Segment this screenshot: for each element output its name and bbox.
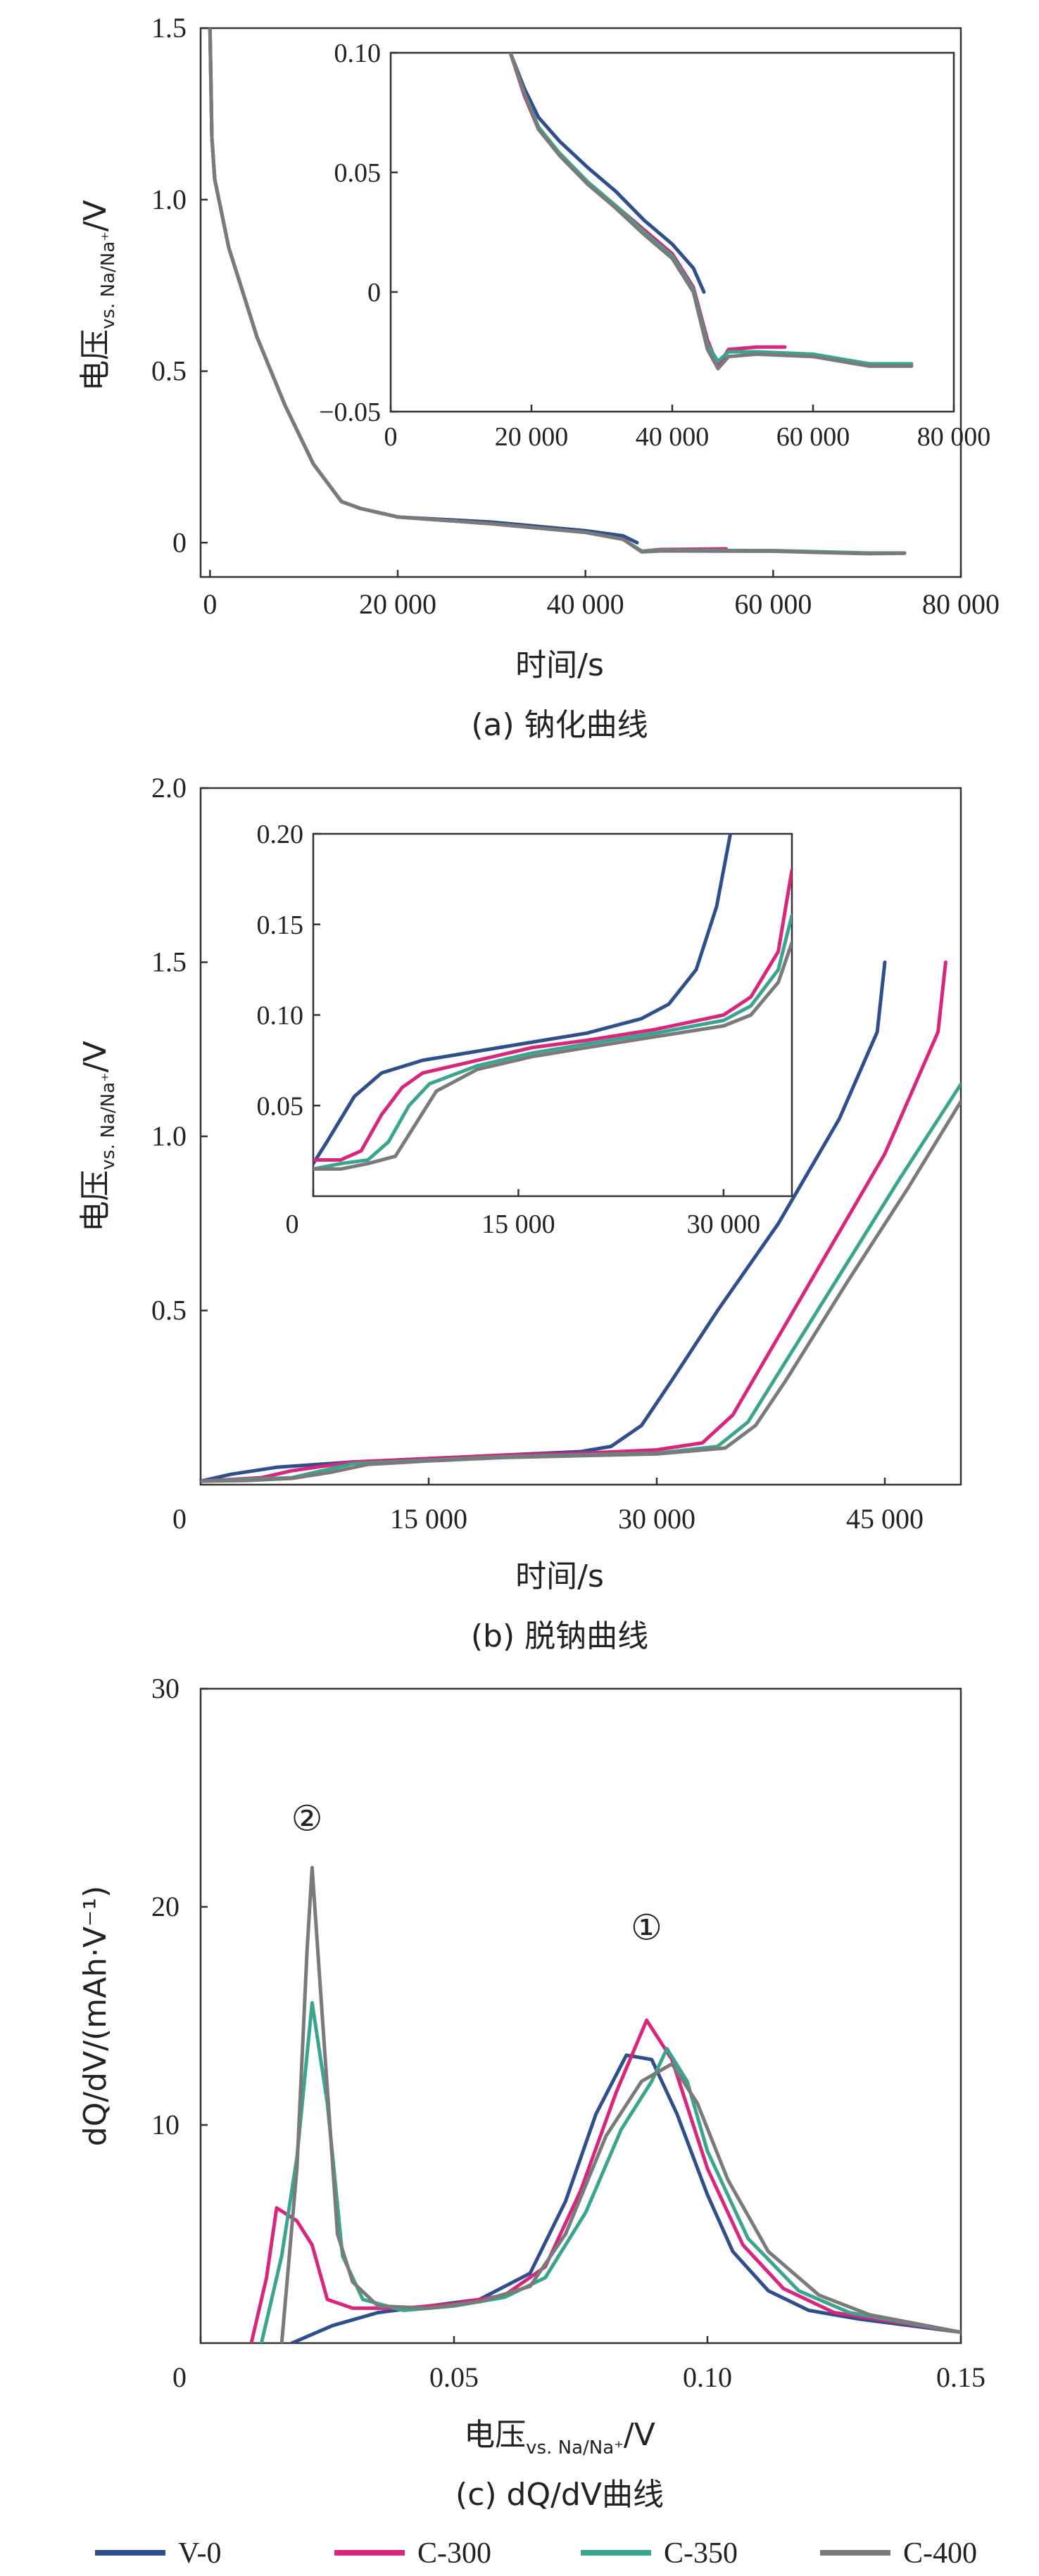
b-inset-y-tick-label: 0.10	[257, 1001, 304, 1031]
c-x-tick-label: 0	[172, 2361, 187, 2393]
legend-label: C-400	[903, 2537, 977, 2570]
b-y-axis-label: 电压vs. Na/Na⁺/V	[77, 1041, 119, 1232]
b-inset-x-tick-label: 15 000	[481, 1210, 555, 1239]
c-main-series-v-0	[290, 2053, 961, 2343]
c-peak-marker-1: ①	[631, 1908, 662, 1948]
b-main-series-c-300	[201, 960, 947, 1483]
a-plot-frame	[199, 27, 962, 578]
a-inset-x-tick-label: 20 000	[495, 422, 569, 452]
legend-item-c-300: C-300	[334, 2537, 491, 2570]
b-inset-series-c-300	[313, 868, 792, 1162]
b-x-axis-label: 时间/s	[515, 1559, 604, 1594]
b-y-tick-label: 1.0	[151, 1120, 187, 1152]
a-caption: (a) 钠化曲线	[471, 707, 648, 743]
a-x-tick-label: 20 000	[359, 588, 436, 620]
c-main-series-c-300	[249, 2018, 961, 2343]
b-inset-y-tick-label: 0.15	[257, 911, 304, 940]
b-inset-x-tick-label: 30 000	[687, 1210, 761, 1239]
b-y-tick-label: 1.5	[151, 946, 187, 978]
a-inset-x-tick-label: 40 000	[636, 422, 710, 452]
a-y-tick-label: 1.0	[151, 184, 187, 215]
legend: V-0 C-300 C-350 C-400	[95, 2537, 977, 2570]
c-plot-frame	[199, 1687, 962, 2345]
legend-label: V-0	[178, 2537, 221, 2570]
b-y-tick-label: 2.0	[151, 772, 187, 804]
a-x-axis-label: 时间/s	[515, 647, 604, 683]
c-y-axis-label: dQ/dV/(mAh·V⁻¹)	[77, 1886, 113, 2146]
a-y-tick-label: 0.5	[151, 355, 187, 387]
c-y-tick-label: 20	[151, 1891, 180, 1922]
panel-a-discharge: 0 20 000 40 000 60 000 80 000 0 0.5 1.0 1.5 时间/s 电…	[77, 12, 1000, 743]
b-x-tick-label: 45 000	[846, 1503, 924, 1535]
b-inset-series-c-350	[313, 913, 792, 1171]
a-x-tick-label: 0	[203, 588, 217, 620]
a-y-tick-label: 1.5	[151, 12, 187, 44]
b-inset-series-v-0	[313, 834, 733, 1166]
b-x-tick-label: 15 000	[390, 1503, 467, 1535]
c-x-tick-label: 0.10	[683, 2361, 732, 2393]
a-inset-y-tick-label: 0.10	[334, 39, 382, 68]
b-caption: (b) 脱钠曲线	[471, 1618, 648, 1654]
a-inset-series-v-0	[508, 53, 706, 294]
b-main-series-c-400	[201, 1100, 961, 1483]
c-x-tick-label: 0.05	[429, 2361, 479, 2393]
legend-item-c-350: C-350	[581, 2537, 738, 2570]
legend-label: C-350	[664, 2537, 738, 2570]
c-x-axis-label: 电压vs. Na/Na⁺/V	[464, 2417, 655, 2458]
a-inset-x-tick-label: 80 000	[917, 422, 991, 452]
a-inset-y-tick-label: 0.05	[334, 158, 382, 188]
a-main-series-c-400	[208, 28, 907, 556]
b-inset-series-c-400	[313, 941, 792, 1171]
c-y-tick-label: 10	[151, 2109, 180, 2140]
a-inset-x-tick-label: 0	[384, 422, 398, 452]
c-main-series-c-350	[259, 2000, 961, 2343]
c-caption: (c) dQ/dV曲线	[455, 2477, 664, 2513]
legend-label: C-300	[417, 2537, 491, 2570]
panel-c-dqdv: 0 0.05 0.10 0.15 10 20 30 ① ② 电压vs. Na/Na⁺/V dQ/dV…	[77, 1673, 986, 2513]
b-inset-y-tick-label: 0.20	[257, 820, 304, 849]
b-x-tick-label: 30 000	[618, 1503, 695, 1535]
panel-b-charge: 0 15 000 30 000 45 000 0.5 1.0 1.5 2.0 时间/s 电压vs.…	[77, 772, 962, 1654]
a-x-tick-label: 60 000	[734, 588, 812, 620]
a-inset-y-tick-label: 0	[367, 278, 381, 307]
a-y-tick-label: 0	[172, 526, 187, 558]
a-x-tick-label: 40 000	[547, 588, 624, 620]
b-main-series-v-0	[201, 960, 887, 1483]
c-main-series-c-400	[279, 1865, 961, 2343]
a-x-tick-label: 80 000	[922, 588, 1000, 620]
b-inset-x-tick-label: 0	[286, 1210, 299, 1239]
b-inset-y-tick-label: 0.05	[257, 1091, 304, 1121]
a-inset-series-c-400	[508, 53, 914, 371]
c-x-tick-label: 0.15	[936, 2361, 986, 2393]
b-x-tick-label: 0	[172, 1503, 187, 1535]
a-inset-x-tick-label: 60 000	[776, 422, 850, 452]
legend-item-c-400: C-400	[820, 2537, 977, 2570]
c-y-tick-label: 30	[151, 1673, 180, 1704]
c-peak-marker-2: ②	[291, 1798, 323, 1839]
a-y-axis-label: 电压vs. Na/Na⁺/V	[77, 200, 119, 391]
a-inset-bg	[391, 53, 954, 412]
legend-item-v-0: V-0	[95, 2537, 221, 2570]
a-inset-y-tick-label: −0.05	[319, 398, 381, 427]
b-y-tick-label: 0.5	[151, 1295, 187, 1326]
